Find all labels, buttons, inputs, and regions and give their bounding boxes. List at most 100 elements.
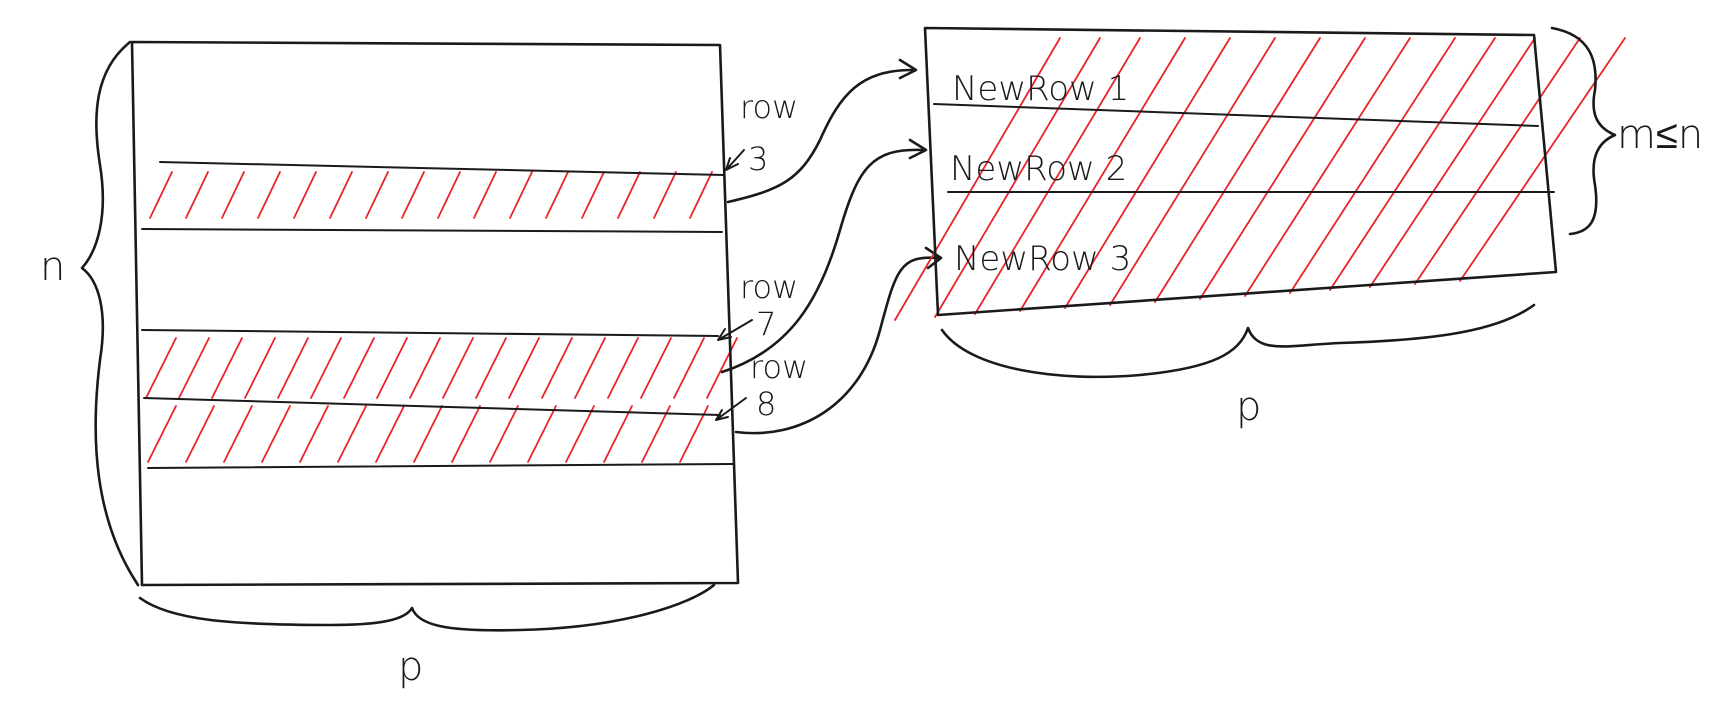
hatch-stroke [365, 171, 389, 219]
result-matrix-border [923, 26, 1558, 317]
arrow-row3-to-newrow1 [726, 68, 914, 204]
hatch-stroke [343, 337, 375, 399]
hatch-stroke [617, 171, 641, 219]
source-row-line [141, 228, 723, 233]
hatch-row-8 [147, 405, 709, 463]
hatch-stroke [1019, 37, 1186, 312]
row-label-3-word: row [740, 88, 798, 126]
arrow-row7-to-newrow2-head [908, 138, 928, 160]
result-row-2-label: NewRow 2 [950, 149, 1127, 189]
row-label-7-number: 7 [756, 305, 776, 343]
hatch-stroke [603, 405, 633, 463]
source-row-line [143, 397, 721, 416]
hatch-stroke [1289, 37, 1456, 294]
result-height-brace [1550, 26, 1617, 236]
arrow-row8-to-newrow3-head [924, 246, 943, 270]
hatch-row-3 [149, 171, 713, 219]
result-width-label: p [1236, 384, 1261, 430]
row-label-7-word: row [740, 268, 798, 306]
hatch-stroke [894, 37, 1061, 321]
hatch-stroke [337, 405, 367, 463]
hatch-stroke [244, 337, 276, 399]
hatch-stroke [1244, 37, 1411, 297]
row-label-8-pointer [715, 397, 747, 421]
source-row-line [141, 329, 719, 337]
hatch-stroke [149, 171, 173, 219]
hatch-stroke [689, 171, 713, 219]
hatch-stroke [1414, 37, 1581, 285]
hatch-stroke [257, 171, 281, 219]
source-row-line [147, 463, 734, 469]
hatch-stroke [489, 405, 519, 463]
arrow-row3-to-newrow1-head [898, 58, 918, 80]
hatch-stroke [974, 37, 1141, 315]
hatch-stroke [706, 337, 738, 399]
hatch-stroke [185, 405, 215, 463]
hatch-stroke [221, 171, 245, 219]
hatch-stroke [1109, 37, 1276, 306]
hatch-stroke [574, 337, 606, 399]
hatch-stroke [473, 171, 497, 219]
hatch-stroke [1154, 37, 1321, 303]
row-label-3-number: 3 [748, 140, 768, 178]
result-width-brace [940, 303, 1536, 379]
hatch-row-7 [145, 337, 738, 399]
result-height-label: m≤n [1617, 112, 1703, 158]
hatch-stroke [299, 405, 329, 463]
result-row-line [933, 103, 1539, 127]
hatch-stroke [211, 337, 243, 399]
row-label-8-word: row [750, 348, 808, 386]
hatch-stroke [545, 171, 569, 219]
source-row-line [159, 161, 725, 176]
hatch-stroke [413, 405, 443, 463]
hatch-stroke [178, 337, 210, 399]
result-row-3-label: NewRow 3 [954, 239, 1131, 279]
source-width-brace [138, 583, 716, 632]
hatch-stroke [640, 337, 672, 399]
hatch-stroke [508, 337, 540, 399]
source-height-brace [80, 40, 140, 587]
hatch-stroke [527, 405, 557, 463]
hatch-stroke [147, 405, 177, 463]
hatch-stroke [1064, 37, 1231, 309]
source-height-label: n [40, 244, 65, 290]
hatch-stroke [277, 337, 309, 399]
hatch-stroke [310, 337, 342, 399]
hatch-stroke [293, 171, 317, 219]
result-row-1-label: NewRow 1 [952, 69, 1129, 109]
hatch-stroke [409, 337, 441, 399]
arrow-row7-to-newrow2 [720, 148, 924, 374]
row-label-3-pointer [725, 149, 745, 171]
hatch-stroke [451, 405, 481, 463]
source-matrix: n p row 3 row 7 row 8 [40, 40, 808, 690]
hatch-stroke [437, 171, 461, 219]
hatch-stroke [185, 171, 209, 219]
hatch-stroke [261, 405, 291, 463]
hatch-stroke [673, 337, 705, 399]
hatch-stroke [581, 171, 605, 219]
connectors [720, 58, 943, 435]
hatch-stroke [1459, 37, 1626, 282]
row-label-8-number: 8 [756, 385, 776, 423]
hatch-stroke [1329, 37, 1496, 291]
hatch-stroke [223, 405, 253, 463]
hatch-stroke [375, 405, 405, 463]
result-matrix: NewRow 1 NewRow 2 NewRow 3 m≤n p [894, 26, 1703, 430]
hatch-stroke [607, 337, 639, 399]
arrow-row8-to-newrow3 [734, 256, 940, 435]
hatch-stroke [329, 171, 353, 219]
hatch-stroke [401, 171, 425, 219]
hatch-stroke [509, 171, 533, 219]
source-matrix-border [130, 40, 740, 587]
hatch-stroke [376, 337, 408, 399]
hatch-stroke [442, 337, 474, 399]
hatch-stroke [145, 337, 177, 399]
hatch-stroke [1369, 37, 1536, 288]
hatch-stroke [565, 405, 595, 463]
hatch-stroke [641, 405, 671, 463]
source-width-label: p [398, 644, 423, 690]
hatch-stroke [934, 37, 1101, 318]
hatch-stroke [475, 337, 507, 399]
